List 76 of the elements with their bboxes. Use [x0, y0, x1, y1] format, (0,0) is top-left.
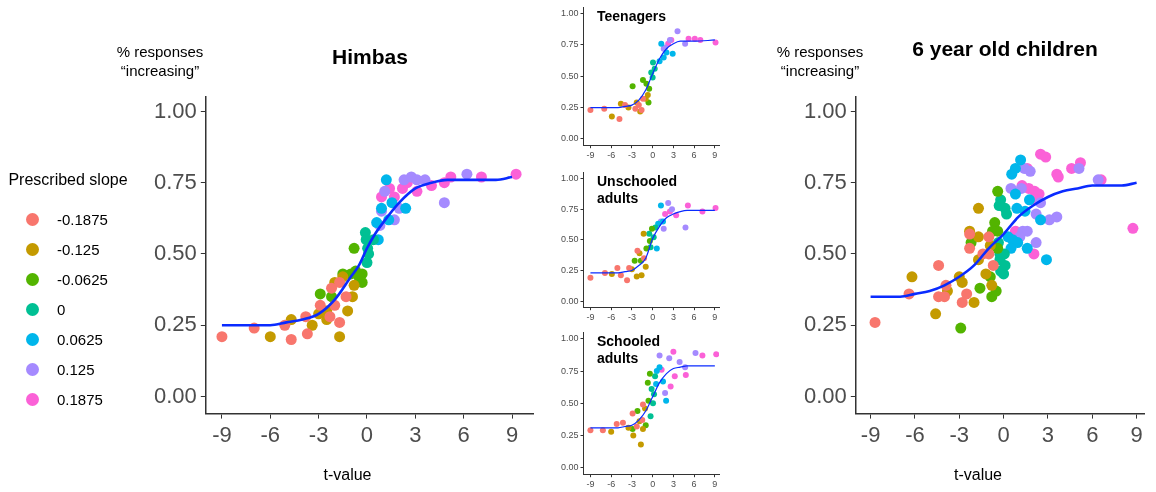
- legend-title: Prescribed slope: [8, 170, 128, 190]
- x-tick-label: 6: [457, 421, 470, 447]
- y-axis-title: % responses “increasing”: [115, 42, 205, 80]
- legend-label: 0.125: [57, 360, 95, 378]
- x-tick-label: -6: [607, 150, 616, 161]
- text: Schooled adults: [597, 333, 661, 367]
- y-tick-label: 0.00: [560, 462, 579, 473]
- x-tick-label: 6: [691, 479, 697, 490]
- x-tick-label: -3: [627, 312, 636, 323]
- x-tick-label: -9: [586, 150, 595, 161]
- legend-label: 0.1875: [57, 390, 103, 408]
- x-tick-label: 0: [997, 421, 1010, 447]
- y-tick-label: 0.25: [560, 264, 579, 275]
- y-tick-label: 0.25: [153, 311, 197, 337]
- x-tick-label: 3: [670, 312, 676, 323]
- x-tick-label: -3: [949, 421, 970, 447]
- x-tick-label: 3: [1041, 421, 1055, 447]
- y-tick-label: 1.00: [560, 8, 579, 19]
- x-tick-label: 6: [1086, 421, 1099, 447]
- x-tick-label: -9: [860, 421, 881, 447]
- x-tick-label: 0: [360, 421, 374, 447]
- y-tick-label: 0.50: [153, 240, 197, 266]
- chart-title: Teenagers: [597, 8, 667, 25]
- y-tick-label: 0.50: [560, 397, 579, 408]
- x-axis-title: t-value: [322, 466, 373, 484]
- y-tick-label: 0.00: [560, 133, 579, 144]
- y-tick-label: 0.50: [803, 240, 847, 266]
- y-tick-label: 1.00: [560, 173, 579, 184]
- x-tick-label: -3: [308, 421, 329, 447]
- x-tick-label: -3: [627, 479, 636, 490]
- y-tick-label: 0.00: [803, 382, 847, 408]
- x-tick-label: 0: [650, 150, 656, 161]
- y-tick-label: 0.75: [560, 203, 579, 214]
- x-tick-label: -9: [586, 479, 595, 490]
- x-tick-label: 0: [650, 312, 656, 323]
- legend-label: -0.0625: [57, 270, 108, 288]
- text: Unschooled adults: [597, 173, 679, 207]
- x-tick-label: 9: [712, 479, 718, 490]
- legend-label: 0.0625: [57, 330, 103, 348]
- x-tick-label: 9: [505, 421, 519, 447]
- x-tick-label: 6: [691, 312, 697, 323]
- y-tick-label: 0.75: [803, 168, 847, 194]
- x-tick-label: -9: [212, 421, 232, 447]
- y-tick-label: 1.00: [803, 97, 847, 123]
- x-tick-label: 0: [650, 479, 656, 490]
- x-tick-label: -6: [607, 312, 616, 323]
- chart-title: 6 year old children: [911, 36, 1099, 62]
- legend-label: -0.125: [57, 240, 100, 258]
- y-axis-title: % responses “increasing”: [775, 42, 865, 80]
- x-tick-label: 6: [691, 150, 697, 161]
- x-tick-label: 3: [670, 150, 676, 161]
- x-tick-label: -6: [260, 421, 281, 447]
- y-tick-label: 0.50: [560, 234, 579, 245]
- x-tick-label: -9: [586, 312, 595, 323]
- x-tick-label: 9: [712, 312, 718, 323]
- x-tick-label: -6: [905, 421, 925, 447]
- y-tick-label: 0.75: [153, 168, 197, 194]
- x-tick-label: -6: [607, 479, 616, 490]
- y-tick-label: 1.00: [153, 97, 197, 123]
- x-tick-label: 3: [409, 421, 422, 447]
- y-tick-label: 0.75: [560, 365, 579, 376]
- y-tick-label: 0.25: [803, 311, 847, 337]
- y-tick-label: 0.50: [560, 70, 579, 81]
- y-tick-label: 1.00: [560, 333, 579, 344]
- x-tick-label: 3: [670, 479, 676, 490]
- y-tick-label: 0.75: [560, 39, 579, 50]
- x-tick-label: 9: [1130, 421, 1143, 447]
- y-tick-label: 0.00: [153, 382, 197, 408]
- x-tick-label: 9: [712, 150, 718, 161]
- chart-title: Himbas: [331, 44, 409, 70]
- x-tick-label: -3: [627, 150, 636, 161]
- y-tick-label: 0.25: [560, 102, 579, 113]
- legend-label: -0.1875: [57, 210, 108, 228]
- y-tick-label: 0.00: [560, 295, 579, 306]
- x-axis-title: t-value: [953, 466, 1003, 484]
- y-tick-label: 0.25: [560, 430, 579, 441]
